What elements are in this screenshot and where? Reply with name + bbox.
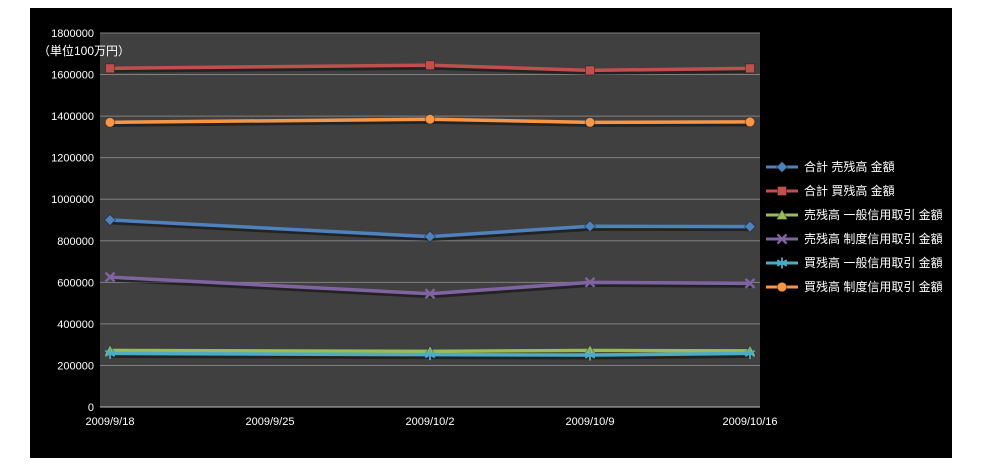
diamond-marker-icon: [423, 230, 437, 243]
legend-series-icon: [766, 208, 798, 220]
x-tick-label: 2009/10/2: [406, 416, 455, 428]
y-tick-label: 800000: [57, 236, 94, 248]
chart: 0 200000 400000 600000 800000 1000000 1200000 1…: [30, 8, 952, 458]
series-line-shadow: [111, 65, 752, 75]
legend-item: 合計 買残高 金額: [765, 182, 943, 199]
square-marker-icon: [105, 63, 115, 74]
triangle-marker-icon: [775, 208, 789, 220]
asterisk-marker-icon: [424, 349, 436, 361]
x-marker-icon: [776, 233, 788, 244]
series-line: [109, 351, 751, 357]
series-line: [109, 63, 751, 73]
series-line-shadow: [111, 353, 752, 360]
circle-marker-icon: [744, 116, 756, 128]
circle-marker-icon: [104, 117, 116, 128]
series-line: [109, 275, 751, 296]
asterisk-marker-icon: [104, 347, 116, 359]
x-tick-label: 2009/9/18: [86, 416, 135, 428]
legend-label: 合計 買残高 金額: [804, 184, 895, 198]
x-marker-icon: [104, 271, 116, 283]
series-line-shadow: [111, 277, 752, 299]
series-line: [109, 117, 751, 125]
y-tick-label: 1400000: [51, 111, 94, 123]
series-line-shadow: [111, 220, 752, 242]
circle-marker-icon: [584, 117, 596, 128]
x-marker-icon: [584, 276, 596, 288]
y-axis-title: （単位100万円）: [38, 44, 131, 58]
square-marker-icon: [777, 185, 787, 196]
square-marker-icon: [585, 65, 595, 76]
asterisk-marker-icon: [744, 347, 756, 359]
x-tick-label: 2009/10/16: [722, 416, 777, 428]
legend-label: 合計 売残高 金額: [804, 160, 895, 174]
square-marker-icon: [745, 63, 755, 74]
circle-marker-icon: [424, 113, 436, 125]
legend-label: 買残高 一般信用取引 金額: [804, 256, 943, 270]
square-marker-icon: [425, 60, 435, 71]
y-tick-label: 400000: [57, 319, 94, 331]
legend-item: 合計 売残高 金額: [765, 158, 943, 175]
diamond-marker-icon: [743, 220, 757, 233]
y-tick-label: 1600000: [51, 70, 94, 82]
y-tick-label: 1000000: [51, 194, 94, 206]
x-tick-label: 2009/9/25: [246, 416, 295, 428]
asterisk-marker-icon: [584, 349, 596, 361]
diamond-marker-icon: [583, 220, 597, 233]
legend-item: 買残高 一般信用取引 金額: [765, 254, 943, 271]
series-line: [109, 218, 751, 239]
plot-area: [100, 33, 760, 407]
legend-series-icon: [766, 281, 798, 292]
diamond-marker-icon: [103, 213, 117, 227]
legend-item: 買残高 制度信用取引 金額: [765, 278, 943, 295]
series-line: [109, 348, 751, 354]
legend-item: 売残高 制度信用取引 金額: [765, 230, 943, 247]
legend-label: 売残高 制度信用取引 金額: [804, 232, 943, 246]
y-tick-label: 1800000: [51, 28, 94, 40]
legend: 合計 売残高 金額 合計 買残高 金額売残高 一般信用取引 金額 売残高 制度信用取…: [765, 158, 943, 295]
legend-series-icon: [766, 233, 798, 244]
circle-marker-icon: [776, 281, 788, 292]
legend-label: 売残高 一般信用取引 金額: [804, 208, 943, 222]
chart-canvas: 0 200000 400000 600000 800000 1000000 1200000 1…: [51, 28, 777, 428]
diamond-marker-icon: [775, 160, 789, 173]
y-tick-label: 600000: [57, 277, 94, 289]
legend-series-icon: [766, 185, 798, 196]
x-tick-label: 2009/10/9: [566, 416, 615, 428]
legend-label: 買残高 制度信用取引 金額: [804, 280, 943, 294]
y-tick-label: 200000: [57, 360, 94, 372]
y-tick-label: 0: [88, 402, 94, 414]
legend-item: 売残高 一般信用取引 金額: [765, 206, 943, 223]
x-marker-icon: [424, 288, 436, 300]
legend-series-icon: [766, 257, 798, 268]
series-line-shadow: [111, 119, 752, 127]
x-marker-icon: [744, 278, 756, 289]
y-tick-label: 1200000: [51, 153, 94, 165]
asterisk-marker-icon: [776, 257, 788, 268]
legend-series-icon: [766, 160, 798, 173]
